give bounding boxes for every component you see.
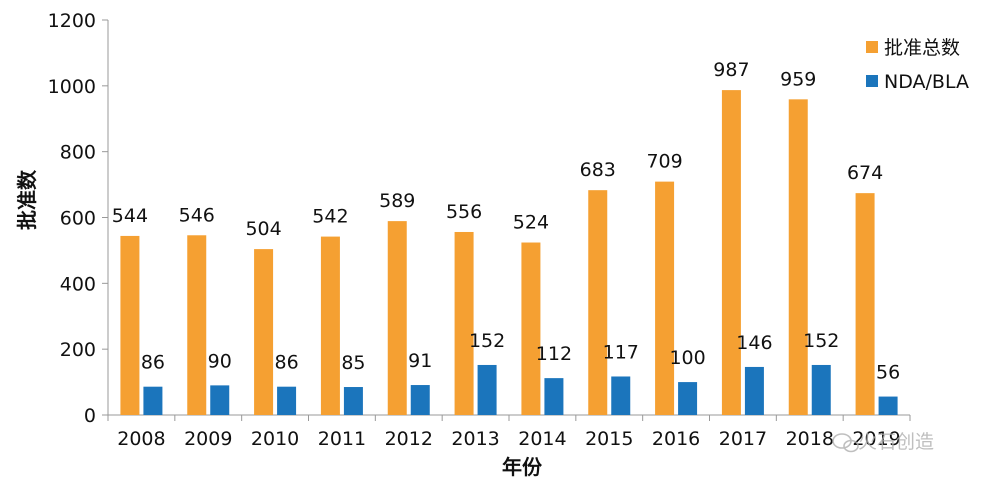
data-label-nda-bla: 100 — [669, 347, 705, 369]
bar-total — [387, 221, 407, 415]
bar-total — [187, 235, 207, 415]
data-label-total: 504 — [245, 218, 281, 240]
bar-nda-bla — [410, 385, 430, 415]
x-tick-label: 2008 — [117, 428, 165, 450]
data-label-total: 709 — [646, 151, 682, 173]
bar-total — [721, 90, 741, 416]
data-label-nda-bla: 117 — [603, 341, 639, 363]
data-label-total: 987 — [713, 59, 749, 81]
bars — [120, 90, 898, 416]
data-label-total: 524 — [513, 212, 549, 234]
bar-nda-bla — [343, 387, 363, 415]
data-labels: 544 86 546 90 504 86 542 85 589 91 556 152 524 112 683… — [112, 59, 900, 383]
data-label-nda-bla: 152 — [803, 330, 839, 352]
bar-nda-bla — [611, 376, 631, 415]
data-label-total: 556 — [446, 201, 482, 223]
watermark: 火石创造 — [832, 431, 934, 453]
y-tick-label: 600 — [60, 208, 96, 230]
data-label-nda-bla: 56 — [876, 362, 900, 384]
data-label-nda-bla: 86 — [274, 352, 298, 374]
bar-nda-bla — [811, 364, 831, 415]
data-label-total: 546 — [179, 204, 215, 226]
bar-nda-bla — [678, 382, 698, 415]
y-tick-label: 400 — [60, 273, 96, 295]
bar-total — [855, 193, 875, 415]
data-label-nda-bla: 91 — [408, 350, 432, 372]
data-label-nda-bla: 112 — [536, 343, 572, 365]
y-tick-label: 0 — [84, 405, 96, 427]
x-tick-label: 2015 — [585, 428, 633, 450]
data-label-nda-bla: 86 — [141, 352, 165, 374]
y-tick-label: 1200 — [48, 10, 96, 32]
x-tick-label: 2013 — [451, 428, 499, 450]
x-tick-label: 2016 — [652, 428, 700, 450]
bar-total — [454, 231, 474, 415]
x-tick-label: 2019 — [852, 428, 900, 450]
y-tick-label: 1000 — [48, 76, 96, 98]
y-tick-label: 800 — [60, 142, 96, 164]
legend-swatch — [866, 41, 878, 53]
data-label-nda-bla: 85 — [341, 352, 365, 374]
x-axis: 2008 2009 2010 2011 2012 2013 2014 2015 2016 2017… — [107, 414, 911, 450]
bar-total — [588, 190, 608, 415]
bar-total — [788, 99, 808, 416]
x-tick-label: 2010 — [251, 428, 299, 450]
bar-total — [521, 242, 541, 415]
watermark-text: 火石创造 — [858, 431, 934, 453]
bar-total — [320, 236, 340, 415]
y-axis-title: 批准数 — [15, 169, 39, 230]
wechat-icon — [832, 433, 859, 453]
legend-label: 批准总数 — [884, 37, 960, 59]
data-label-total: 544 — [112, 205, 148, 227]
bar-nda-bla — [143, 386, 163, 415]
bar-nda-bla — [878, 396, 898, 415]
bar-nda-bla — [477, 364, 497, 415]
x-tick-label: 2014 — [518, 428, 566, 450]
data-label-total: 959 — [780, 68, 816, 90]
x-tick-label: 2018 — [786, 428, 834, 450]
y-axis: 0 200 400 600 800 1000 1200 — [48, 10, 109, 427]
x-tick-label: 2012 — [385, 428, 433, 450]
bar-nda-bla — [210, 385, 230, 415]
data-label-total: 589 — [379, 190, 415, 212]
data-label-total: 542 — [312, 206, 348, 228]
legend-swatch — [866, 75, 878, 87]
bar-nda-bla — [744, 366, 764, 415]
bar-nda-bla — [544, 378, 564, 415]
bar-total — [120, 235, 140, 415]
legend-label: NDA/BLA — [884, 71, 969, 93]
data-label-total: 674 — [847, 162, 883, 184]
x-tick-label: 2009 — [184, 428, 232, 450]
bar-total — [254, 249, 274, 415]
legend: 批准总数 NDA/BLA — [866, 37, 969, 93]
x-tick-label: 2011 — [318, 428, 366, 450]
bar-total — [655, 181, 675, 415]
x-tick-label: 2017 — [719, 428, 767, 450]
data-label-nda-bla: 152 — [469, 330, 505, 352]
data-label-nda-bla: 146 — [736, 332, 772, 354]
data-label-total: 683 — [580, 159, 616, 181]
y-tick-label: 200 — [60, 339, 96, 361]
data-label-nda-bla: 90 — [208, 350, 232, 372]
bar-nda-bla — [277, 386, 297, 415]
x-axis-title: 年份 — [502, 455, 543, 479]
